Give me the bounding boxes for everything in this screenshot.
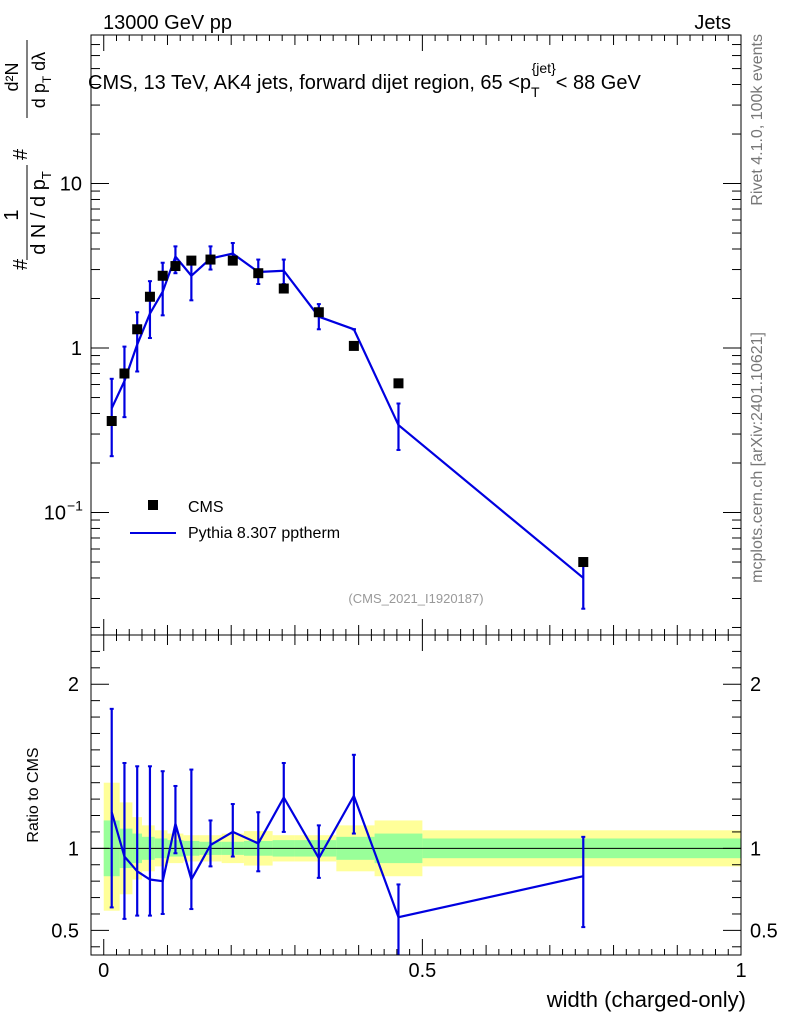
data-point [170, 261, 181, 272]
y-label-hash2: # [10, 148, 32, 160]
main-y-tick-label: 10 [44, 503, 66, 525]
plot-title: CMS, 13 TeV, AK4 jets, forward dijet reg… [88, 60, 641, 100]
side-label-bottom: mcplots.cern.ch [arXiv:2401.10621] [749, 332, 766, 583]
plot-title-end: < 88 GeV [556, 72, 642, 94]
ratio-y-tick-label-left: 0.5 [51, 920, 79, 942]
data-point [119, 368, 130, 379]
x-tick-label: 0.5 [408, 960, 436, 982]
y-label-den-text: d N / d p [28, 179, 50, 255]
ratio-y-tick-label-right: 2 [750, 674, 761, 696]
data-point [106, 416, 117, 427]
ratio-uncertainty-bands [103, 782, 741, 911]
data-point [348, 340, 359, 351]
x-tick-label: 0 [98, 960, 109, 982]
x-tick-label: 1 [735, 960, 746, 982]
main-y-tick-label: 1 [71, 338, 82, 360]
data-point [393, 378, 404, 389]
y-label-den2-sub: T [40, 75, 54, 83]
side-label-top: Rivet 4.1.0, 100k events [749, 34, 766, 206]
data-point [205, 254, 216, 265]
ratio-y-tick-label-left: 1 [68, 838, 79, 860]
data-point [227, 255, 238, 266]
y-label-den2: d pT dλ [29, 52, 54, 108]
ratio-mc-series [109, 707, 586, 955]
ratio-y-tick-label-left: 2 [68, 674, 79, 696]
analysis-id: (CMS_2021_I1920187) [348, 591, 483, 606]
y-label-hash: # [10, 258, 32, 270]
plot-title-sub: T [531, 84, 540, 100]
y-label-num2: d²N [2, 62, 22, 91]
ratio-y-tick-label-right: 0.5 [750, 920, 778, 942]
data-point [313, 307, 324, 318]
tick-label-exponent: −1 [67, 498, 83, 514]
legend-data-marker [148, 500, 158, 510]
ratio-plot-frame [90, 634, 742, 956]
data-point [578, 557, 589, 568]
data-point [144, 291, 155, 302]
y-label-den: d N / d pT [28, 171, 54, 255]
y-label-one: 1 [1, 209, 23, 220]
plot-title-sup: {jet} [532, 60, 556, 76]
header-right: Jets [694, 12, 731, 34]
data-point [132, 324, 143, 335]
mc-line [110, 252, 584, 579]
ratio-plot-panel: 0.5 0.51 12 20 0.5 1 Ratio to CMS width (char… [25, 634, 778, 1012]
header-left: 13000 GeV pp [103, 12, 232, 34]
ratio-y-tick-label-right: 1 [750, 838, 761, 860]
tick-label-base: 10 [44, 503, 66, 525]
legend-data-label: CMS [188, 499, 224, 516]
x-axis-label: width (charged-only) [546, 987, 746, 1012]
data-point [253, 268, 264, 279]
main-y-tick-label: 10 [60, 174, 82, 196]
ratio-axis-ticks [91, 634, 742, 955]
main-y-axis-label: # 1 d N / d pT # d²N d pT dλ [1, 40, 54, 270]
y-label-den2-tail: dλ [29, 52, 49, 76]
plot-title-main: CMS, 13 TeV, AK4 jets, forward dijet reg… [88, 72, 531, 94]
mc-series [109, 242, 586, 610]
y-label-den2-text: d p [29, 83, 49, 108]
data-point [157, 270, 168, 281]
data-point [186, 255, 197, 266]
data-point [278, 283, 289, 294]
ratio-y-label: Ratio to CMS [25, 747, 42, 842]
main-axis-ticks [91, 34, 742, 635]
legend-mc-label: Pythia 8.307 pptherm [188, 525, 340, 542]
data-series [106, 254, 589, 568]
main-plot-frame [90, 34, 742, 636]
ratio-tick-labels: 0.5 0.51 12 20 0.5 1 [51, 674, 778, 982]
y-label-den-sub: T [39, 171, 54, 179]
